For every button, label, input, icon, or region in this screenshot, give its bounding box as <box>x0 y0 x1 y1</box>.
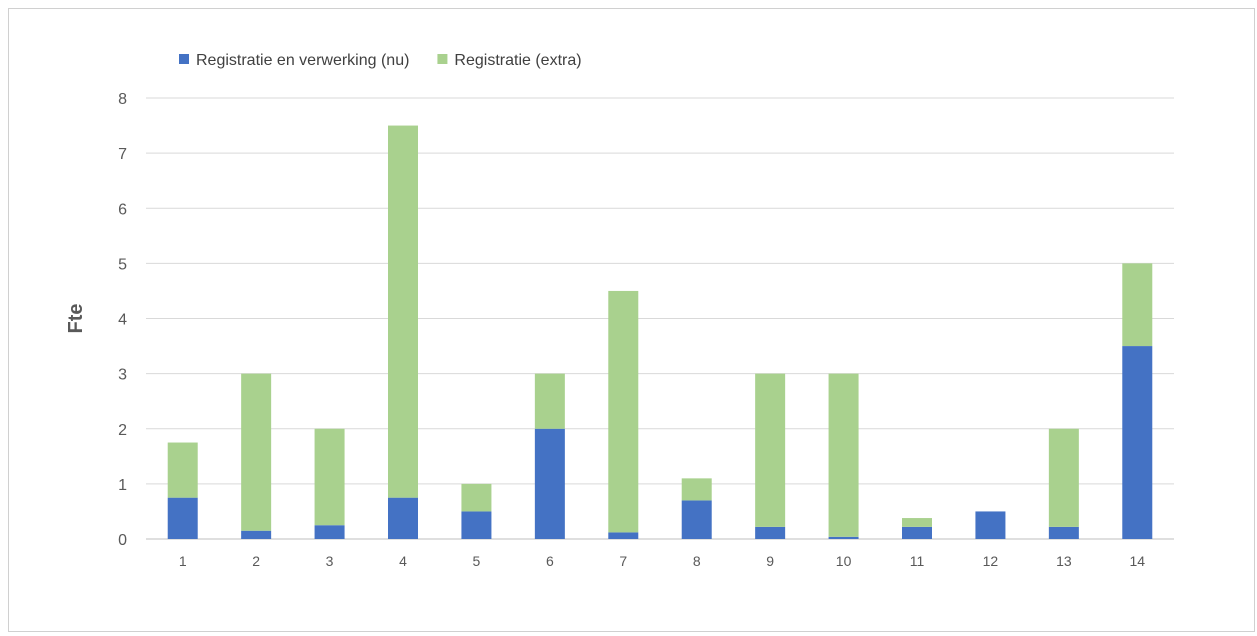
bar-segment-nu <box>681 500 712 539</box>
bar-segment-nu <box>608 532 639 539</box>
bar-segment-nu <box>241 530 272 539</box>
legend-label: Registratie (extra) <box>454 52 581 69</box>
y-tick-label: 0 <box>118 532 127 549</box>
bar-segment-extra <box>167 442 198 498</box>
bar-segment-extra <box>828 373 859 537</box>
bar-segment-extra <box>461 483 492 512</box>
x-tick-label: 8 <box>693 553 701 569</box>
y-tick-label: 5 <box>118 256 127 273</box>
x-tick-label: 1 <box>179 553 187 569</box>
x-tick-label: 3 <box>326 553 334 569</box>
y-axis-label: Fte <box>65 304 87 334</box>
bar-segment-extra <box>241 373 272 531</box>
y-tick-label: 6 <box>118 201 127 218</box>
bar-segment-nu <box>314 525 345 539</box>
gridlines <box>146 97 1174 540</box>
bar-segment-nu <box>388 497 418 539</box>
bar-segment-extra <box>1122 263 1153 347</box>
bar-segment-extra <box>534 373 565 429</box>
bar-segment-extra <box>755 373 786 527</box>
x-tick-label: 2 <box>252 553 260 569</box>
bar-segment-nu <box>1122 346 1153 539</box>
bar-segment-nu <box>167 497 198 539</box>
bar-segment-nu <box>1048 526 1079 539</box>
x-tick-label: 13 <box>1056 553 1072 569</box>
x-axis-ticks: 1 2 3 4 5 6 7 8 9 10 11 12 13 14 <box>179 553 1145 569</box>
bar-segment-extra <box>314 428 345 526</box>
legend-label: Registratie en verwerking (nu) <box>196 52 409 69</box>
y-tick-label: 2 <box>118 422 127 439</box>
y-tick-label: 8 <box>118 91 127 108</box>
x-tick-label: 5 <box>473 553 481 569</box>
bar-segment-extra <box>1048 428 1079 527</box>
y-tick-label: 3 <box>118 367 127 384</box>
bar-segment-nu <box>902 526 932 539</box>
y-axis-ticks: 0 1 2 3 4 5 6 7 8 <box>118 91 127 549</box>
legend-swatch <box>179 54 189 64</box>
y-tick-label: 1 <box>118 477 127 494</box>
bar-segment-nu <box>975 511 1006 539</box>
x-tick-label: 12 <box>983 553 999 569</box>
bar-segment-nu <box>755 526 786 539</box>
bar-segment-nu <box>461 511 492 539</box>
bar-segment-extra <box>902 518 932 527</box>
legend-swatch <box>437 54 448 64</box>
bar-segment-extra <box>388 125 418 498</box>
x-tick-label: 11 <box>910 553 925 569</box>
x-tick-label: 14 <box>1129 553 1145 569</box>
x-tick-label: 6 <box>546 553 554 569</box>
bar-segment-nu <box>534 428 565 539</box>
y-tick-label: 7 <box>118 146 127 163</box>
y-tick-label: 4 <box>118 312 127 329</box>
x-tick-label: 4 <box>399 553 407 569</box>
x-tick-label: 10 <box>836 553 852 569</box>
x-tick-label: 9 <box>766 553 774 569</box>
x-tick-label: 7 <box>619 553 627 569</box>
legend: Registratie en verwerking (nu) Registrati… <box>179 52 582 69</box>
bar-segment-extra <box>681 478 712 501</box>
bar-segment-extra <box>608 290 639 533</box>
bars <box>167 125 1153 539</box>
bar-segment-nu <box>828 536 859 539</box>
